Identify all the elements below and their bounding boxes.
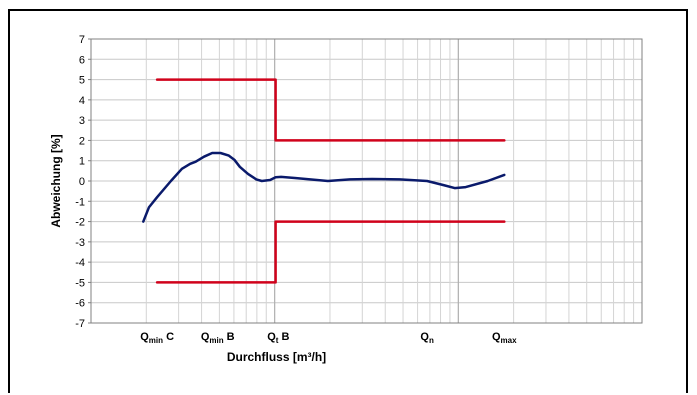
y-tick-label: 5 — [79, 75, 85, 87]
x-axis-title: Durchfluss [m³/h] — [227, 350, 326, 364]
measured-deviation-line — [142, 151, 506, 223]
y-tick-label: -2 — [75, 217, 85, 229]
x-tick-label: Qmin B — [201, 331, 235, 345]
lower-limit-line — [155, 220, 506, 284]
chart-frame — [8, 9, 688, 393]
x-tick-label: Qmax — [492, 331, 517, 345]
x-tick-label: Qt B — [267, 331, 289, 345]
y-tick-label: -3 — [75, 237, 85, 249]
y-tick-label: 3 — [79, 115, 85, 127]
y-tick-label: -4 — [75, 257, 85, 269]
y-tick-label: -1 — [75, 196, 85, 208]
y-tick-label: 6 — [79, 54, 85, 66]
upper-limit-line — [155, 78, 506, 142]
y-tick-label: 7 — [79, 34, 85, 46]
y-tick-label: 2 — [79, 135, 85, 147]
y-tick-label: -7 — [75, 318, 85, 330]
y-axis: -7 -6 -5 -4 -3 -2 -1 0 1 2 3 4 5 6 7 — [75, 34, 91, 330]
x-tick-label: Qn — [420, 331, 434, 345]
y-tick-label: -6 — [75, 298, 85, 310]
x-tick-label: Qmin C — [140, 331, 174, 345]
y-tick-label: -5 — [75, 277, 85, 289]
y-tick-label: 4 — [79, 95, 85, 107]
x-axis: Qmin C Qmin B Qt B Qn Qmax — [140, 331, 517, 345]
y-tick-label: 0 — [79, 176, 85, 188]
y-axis-title: Abweichung [%] — [49, 134, 63, 227]
y-tick-label: 1 — [79, 156, 85, 168]
grid — [90, 38, 643, 324]
series-group — [142, 78, 506, 284]
